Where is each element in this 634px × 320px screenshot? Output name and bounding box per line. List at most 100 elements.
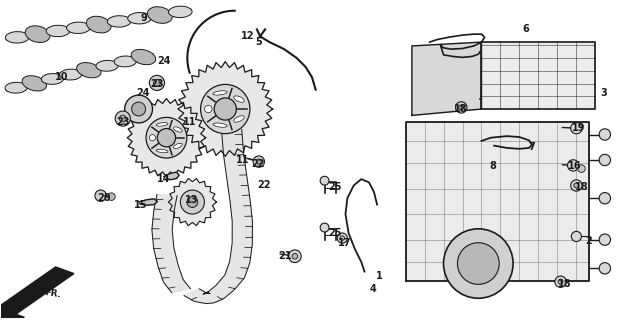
Ellipse shape	[174, 127, 182, 132]
Ellipse shape	[458, 243, 499, 284]
Ellipse shape	[127, 12, 152, 24]
Polygon shape	[412, 42, 481, 116]
Text: 11: 11	[236, 155, 249, 165]
Ellipse shape	[95, 190, 107, 201]
Text: 22: 22	[258, 180, 271, 190]
Ellipse shape	[599, 154, 611, 166]
Ellipse shape	[213, 123, 227, 127]
Ellipse shape	[6, 32, 29, 43]
Ellipse shape	[150, 75, 165, 91]
Ellipse shape	[115, 111, 131, 126]
Ellipse shape	[578, 165, 585, 172]
Text: 8: 8	[489, 161, 496, 172]
Text: 23: 23	[150, 78, 164, 89]
Ellipse shape	[187, 197, 198, 207]
Text: 24: 24	[136, 88, 150, 98]
Text: 1: 1	[375, 271, 382, 281]
Text: 16: 16	[568, 161, 582, 172]
Ellipse shape	[444, 229, 513, 298]
Ellipse shape	[125, 95, 153, 123]
Ellipse shape	[157, 129, 176, 147]
Ellipse shape	[107, 16, 131, 27]
Ellipse shape	[150, 135, 155, 141]
Ellipse shape	[234, 116, 244, 122]
Text: 9: 9	[141, 13, 148, 23]
Ellipse shape	[571, 123, 582, 134]
Text: 23: 23	[116, 117, 129, 127]
Ellipse shape	[340, 236, 344, 240]
Ellipse shape	[571, 231, 581, 242]
Ellipse shape	[599, 193, 611, 204]
Text: 17: 17	[337, 238, 351, 248]
Text: 5: 5	[256, 37, 262, 47]
Ellipse shape	[213, 91, 227, 95]
Ellipse shape	[96, 60, 118, 71]
Text: 11: 11	[183, 117, 196, 127]
Ellipse shape	[41, 74, 63, 84]
Text: 18: 18	[455, 104, 468, 114]
Ellipse shape	[200, 84, 250, 134]
Polygon shape	[127, 99, 205, 177]
Ellipse shape	[153, 79, 160, 86]
Ellipse shape	[174, 143, 182, 148]
Polygon shape	[184, 130, 252, 304]
Ellipse shape	[292, 253, 298, 259]
Polygon shape	[169, 179, 216, 226]
FancyArrow shape	[0, 267, 74, 317]
Ellipse shape	[599, 263, 611, 274]
Text: 25: 25	[328, 228, 342, 238]
Polygon shape	[164, 172, 179, 180]
Ellipse shape	[253, 156, 264, 167]
Polygon shape	[481, 42, 595, 109]
Text: 24: 24	[157, 56, 171, 66]
Ellipse shape	[119, 115, 126, 122]
Text: 6: 6	[522, 24, 529, 34]
Polygon shape	[406, 122, 589, 281]
Text: FR.: FR.	[44, 288, 61, 299]
Ellipse shape	[114, 56, 136, 67]
Text: 18: 18	[558, 279, 572, 289]
Ellipse shape	[459, 105, 463, 110]
Ellipse shape	[456, 102, 467, 113]
Ellipse shape	[320, 176, 329, 185]
Ellipse shape	[169, 6, 192, 18]
Ellipse shape	[156, 149, 168, 153]
Text: 15: 15	[134, 200, 148, 210]
Ellipse shape	[77, 62, 101, 78]
Ellipse shape	[337, 233, 347, 243]
Text: 22: 22	[251, 159, 264, 169]
Polygon shape	[178, 62, 273, 156]
Ellipse shape	[567, 160, 579, 171]
Ellipse shape	[86, 16, 111, 33]
Ellipse shape	[148, 7, 172, 23]
Ellipse shape	[214, 98, 236, 120]
Text: 18: 18	[574, 182, 588, 192]
Ellipse shape	[599, 234, 611, 245]
Text: 21: 21	[278, 251, 292, 260]
Text: 19: 19	[571, 123, 585, 133]
Ellipse shape	[67, 22, 90, 34]
Ellipse shape	[22, 76, 46, 91]
Ellipse shape	[574, 183, 579, 188]
Ellipse shape	[234, 96, 244, 102]
Ellipse shape	[25, 26, 50, 43]
Ellipse shape	[132, 102, 146, 116]
Text: 20: 20	[97, 193, 110, 203]
Ellipse shape	[558, 279, 563, 284]
Ellipse shape	[46, 25, 70, 37]
Text: 7: 7	[529, 142, 536, 152]
Ellipse shape	[256, 159, 261, 164]
Ellipse shape	[60, 69, 82, 80]
Ellipse shape	[108, 193, 115, 200]
Ellipse shape	[205, 105, 212, 113]
Ellipse shape	[571, 180, 582, 191]
Polygon shape	[152, 195, 190, 292]
Text: 13: 13	[185, 195, 198, 205]
Text: 3: 3	[600, 88, 607, 98]
Text: 10: 10	[55, 72, 69, 82]
Text: 2: 2	[586, 236, 592, 246]
Polygon shape	[139, 199, 158, 205]
Ellipse shape	[131, 49, 156, 65]
Ellipse shape	[146, 117, 187, 158]
Ellipse shape	[599, 129, 611, 140]
